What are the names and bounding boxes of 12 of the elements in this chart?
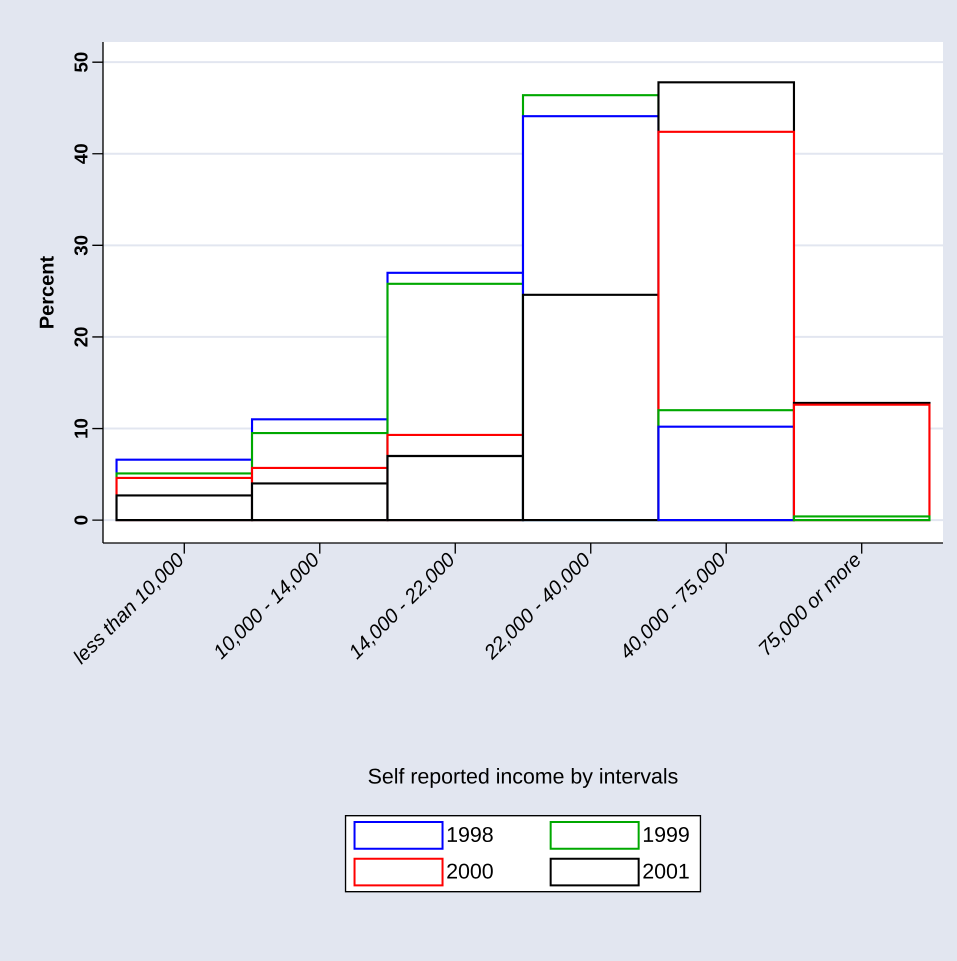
y-tick-label: 20: [74, 327, 88, 347]
y-tick-label: 40: [74, 144, 88, 164]
x-axis-title: Self reported income by intervals: [368, 768, 678, 788]
legend-label: 1998: [448, 826, 493, 842]
y-tick-label: 50: [74, 52, 88, 72]
legend-label: 1999: [644, 826, 689, 842]
legend-label: 2001: [643, 864, 689, 879]
y-axis-title: Percent: [40, 256, 54, 328]
y-tick-label: 30: [74, 236, 88, 256]
y-tick-label: 10: [74, 418, 88, 438]
y-tick-label: 0: [74, 516, 88, 525]
legend-label: 2000: [447, 864, 493, 879]
